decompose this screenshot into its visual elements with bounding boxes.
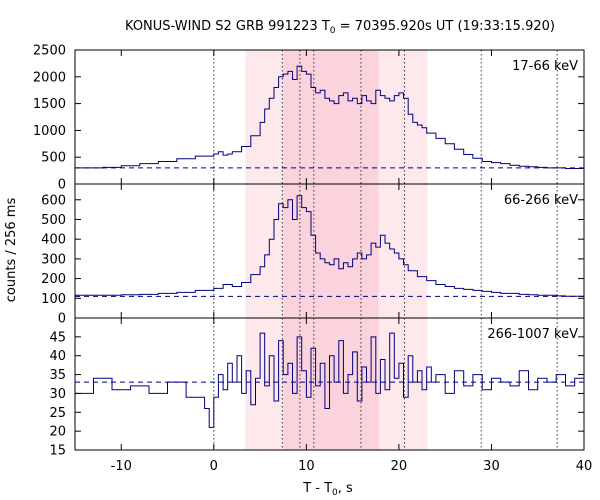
y-tick-label: 2000 bbox=[33, 70, 66, 85]
y-axis-label: counts / 256 ms bbox=[4, 198, 19, 303]
band-label-panel-0: 17-66 keV bbox=[512, 59, 578, 74]
x-tick-label: 20 bbox=[391, 459, 408, 474]
x-tick-label: 30 bbox=[483, 459, 500, 474]
y-tick-label: 200 bbox=[41, 272, 66, 287]
y-tick-label: 500 bbox=[41, 213, 66, 228]
y-tick-label: 500 bbox=[41, 151, 66, 166]
band-label-panel-2: 266-1007 keV bbox=[487, 327, 578, 342]
y-tick-label: 35 bbox=[49, 368, 66, 383]
y-tick-label: 300 bbox=[41, 252, 66, 267]
x-tick-label: 10 bbox=[298, 459, 315, 474]
y-tick-label: 40 bbox=[49, 349, 66, 364]
y-tick-label: 400 bbox=[41, 233, 66, 248]
y-tick-label: 0 bbox=[58, 312, 66, 327]
y-tick-label: 2500 bbox=[33, 44, 66, 59]
x-tick-label: -10 bbox=[111, 459, 132, 474]
series-line-panel-2 bbox=[75, 332, 585, 428]
y-tick-label: 45 bbox=[49, 330, 66, 345]
y-tick-label: 100 bbox=[41, 292, 66, 307]
y-tick-label: 20 bbox=[49, 425, 66, 440]
chart-title: KONUS-WIND S2 GRB 991223 T0 = 70395.920s… bbox=[125, 19, 555, 36]
y-tick-label: 1500 bbox=[33, 97, 66, 112]
band-label-panel-1: 66-266 keV bbox=[504, 193, 578, 208]
x-axis-label: T - T0, s bbox=[302, 481, 353, 498]
y-tick-label: 25 bbox=[49, 406, 66, 421]
series-line-panel-1 bbox=[75, 195, 585, 297]
series-layer bbox=[75, 65, 585, 428]
y-tick-label: 0 bbox=[58, 178, 66, 193]
y-tick-label: 15 bbox=[49, 444, 66, 459]
x-tick-label: 0 bbox=[210, 459, 218, 474]
shaded-region-1 bbox=[283, 50, 379, 450]
y-tick-label: 30 bbox=[49, 387, 66, 402]
panel-frames bbox=[74, 49, 585, 451]
y-tick-label: 1000 bbox=[33, 124, 66, 139]
shaded-regions bbox=[245, 50, 428, 450]
x-tick-label: 40 bbox=[576, 459, 593, 474]
series-line-panel-0 bbox=[75, 65, 585, 169]
panel-frame-2 bbox=[74, 317, 585, 451]
y-tick-label: 600 bbox=[41, 193, 66, 208]
marker-lines bbox=[213, 50, 558, 450]
